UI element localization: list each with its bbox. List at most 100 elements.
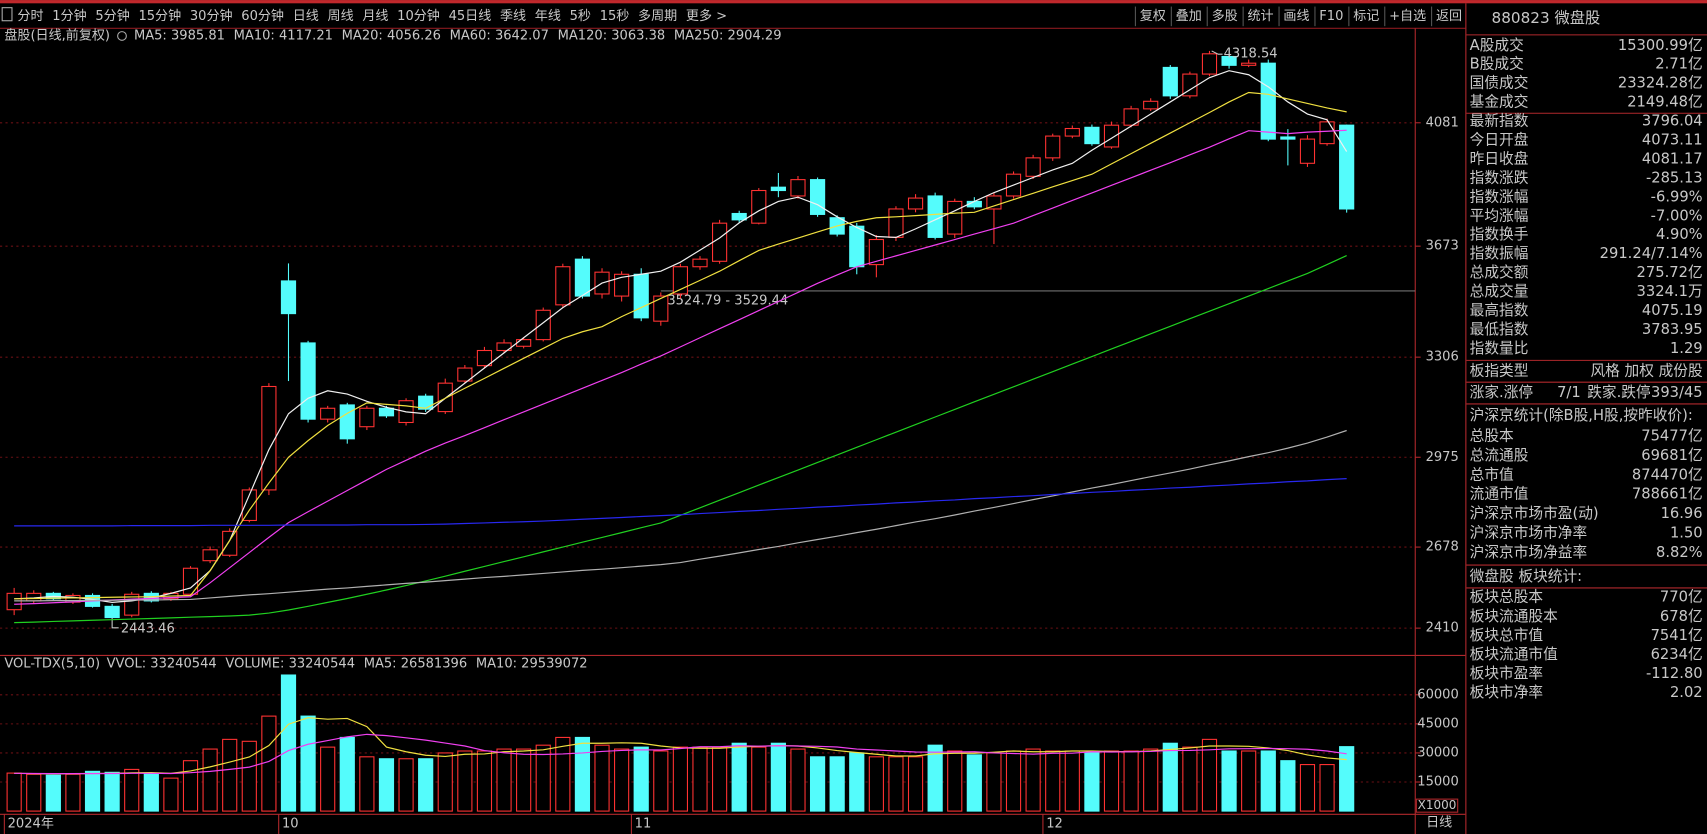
volume-legend-label: VOLUME: 33240544 <box>225 657 355 672</box>
panel-label: 指数换手 <box>1470 226 1529 243</box>
candle-body <box>574 258 591 297</box>
legend-label: MA10: 4117.21 <box>234 28 333 43</box>
volume-bar <box>104 771 120 812</box>
panel-value: 788661亿 <box>1632 486 1703 503</box>
x-tick-label: 2024年 <box>8 817 54 832</box>
panel-value: 393/45 <box>1651 384 1703 401</box>
volume-legend-label: MA5: 26581396 <box>364 657 467 672</box>
candle-body <box>1084 126 1100 145</box>
toolbar-button[interactable]: 画线 <box>1283 9 1309 24</box>
candle-body <box>770 186 786 192</box>
panel-value: 2.71亿 <box>1655 56 1702 73</box>
toolbar-item[interactable]: 15分钟 <box>138 8 181 24</box>
candle-body <box>1162 66 1178 97</box>
toolbar-item[interactable]: 分时 <box>17 9 43 24</box>
volume-bar <box>143 772 159 812</box>
candle-body <box>751 189 767 224</box>
toolbar-item[interactable]: 60分钟 <box>241 8 284 24</box>
candle-body <box>222 530 238 556</box>
volume-bar <box>692 746 708 812</box>
volume-bar <box>339 736 355 812</box>
volume-bar <box>418 758 434 812</box>
candle-body <box>437 382 453 413</box>
toolbar-item[interactable]: 5秒 <box>570 9 591 24</box>
toolbar-item[interactable]: 30分钟 <box>190 8 233 24</box>
period-label[interactable]: 日线 <box>1426 816 1452 831</box>
candle-body <box>1123 108 1139 126</box>
toolbar-button[interactable]: 叠加 <box>1176 9 1202 24</box>
toolbar-button[interactable]: 统计 <box>1247 9 1273 24</box>
volume-bar <box>1339 746 1355 812</box>
volume-bar <box>202 748 218 812</box>
volume-bar <box>731 742 747 812</box>
volume-bar <box>1319 764 1335 812</box>
toolbar-button[interactable]: +自选 <box>1389 9 1426 24</box>
panel-label: B股成交 <box>1470 55 1524 73</box>
panel-label: 平均涨幅 <box>1470 207 1529 224</box>
candle-body <box>320 407 336 420</box>
panel-value: -7.00% <box>1651 207 1703 224</box>
toolbar-button[interactable]: 复权 <box>1140 8 1166 24</box>
candle-body <box>1064 127 1080 137</box>
panel-label: 板块总市值 <box>1470 626 1544 644</box>
y-tick-label: 3306 <box>1426 350 1459 365</box>
volume-bar <box>1201 738 1218 812</box>
y-tick-label: 4081 <box>1426 115 1459 130</box>
panel-label: A股成交 <box>1470 36 1524 54</box>
high-pointer <box>1211 50 1223 55</box>
candle-body <box>633 273 649 319</box>
candle-body <box>378 407 395 417</box>
ma-line <box>14 429 1347 602</box>
toolbar-button[interactable]: 多股 <box>1212 8 1238 24</box>
panel-value: -112.80 <box>1646 665 1703 682</box>
toolbar-item[interactable]: 年线 <box>535 9 561 24</box>
toolbar-item[interactable]: 45日线 <box>449 9 492 24</box>
panel-label: 总市值 <box>1470 466 1514 483</box>
volume-y-tick-label: 45000 <box>1417 716 1459 731</box>
toolbar-item[interactable]: 月线 <box>362 9 388 24</box>
volume-bar <box>868 756 884 812</box>
toolbar-item[interactable]: 周线 <box>328 9 354 24</box>
y-tick-label: 2975 <box>1426 450 1459 465</box>
panel-value: 7/1 <box>1557 384 1581 401</box>
toolbar-item[interactable]: 10分钟 <box>397 8 440 24</box>
toolbar-item[interactable]: 更多 > <box>686 8 727 24</box>
panel-section-title: 微盘股 板块统计: <box>1470 567 1582 585</box>
candle-body <box>927 195 943 238</box>
legend-label: MA120: 3063.38 <box>558 28 666 43</box>
toolbar-item[interactable]: 季线 <box>500 9 526 24</box>
volume-bar <box>986 752 1002 812</box>
panel-value: 风格 加权 成份股 <box>1590 362 1702 379</box>
panel-value: 678亿 <box>1660 608 1703 625</box>
toolbar-button[interactable]: 返回 <box>1436 9 1462 24</box>
volume-bar <box>1162 742 1178 812</box>
candle-body <box>476 349 493 367</box>
panel-value: 15300.99亿 <box>1618 37 1703 54</box>
toolbar-item[interactable]: 5分钟 <box>95 8 129 24</box>
toolbar-item[interactable]: 15秒 <box>600 9 630 24</box>
ma-line <box>14 129 1347 605</box>
y-tick-label: 2410 <box>1426 621 1459 636</box>
toolbar-item[interactable]: 日线 <box>293 9 319 24</box>
ma-line <box>14 91 1347 600</box>
panel-value: 1.29 <box>1670 340 1703 357</box>
candle-body <box>6 592 22 611</box>
candle-body <box>555 266 571 306</box>
toolbar-icon <box>1 7 13 22</box>
volume-legend-label: VVOL: 33240544 <box>107 657 217 672</box>
toolbar-button[interactable]: 标记 <box>1353 9 1379 24</box>
panel-value: 275.72亿 <box>1637 264 1703 281</box>
toolbar-item[interactable]: 多周期 <box>638 8 677 24</box>
volume-bar <box>437 752 453 812</box>
volume-bar <box>966 754 982 812</box>
toolbar-button[interactable]: F10 <box>1319 9 1343 24</box>
toolbar-item[interactable]: 1分钟 <box>52 8 86 24</box>
panel-section-title: 沪深京统计(除B股,H股,按昨收价): <box>1470 407 1693 424</box>
price-line-label: 3524.79 - 3529.44 <box>667 293 788 308</box>
candle-body <box>692 258 708 268</box>
volume-bar <box>1045 750 1061 812</box>
panel-value: 770亿 <box>1660 589 1703 606</box>
volume-bar <box>594 744 610 812</box>
candle-body <box>888 208 904 238</box>
